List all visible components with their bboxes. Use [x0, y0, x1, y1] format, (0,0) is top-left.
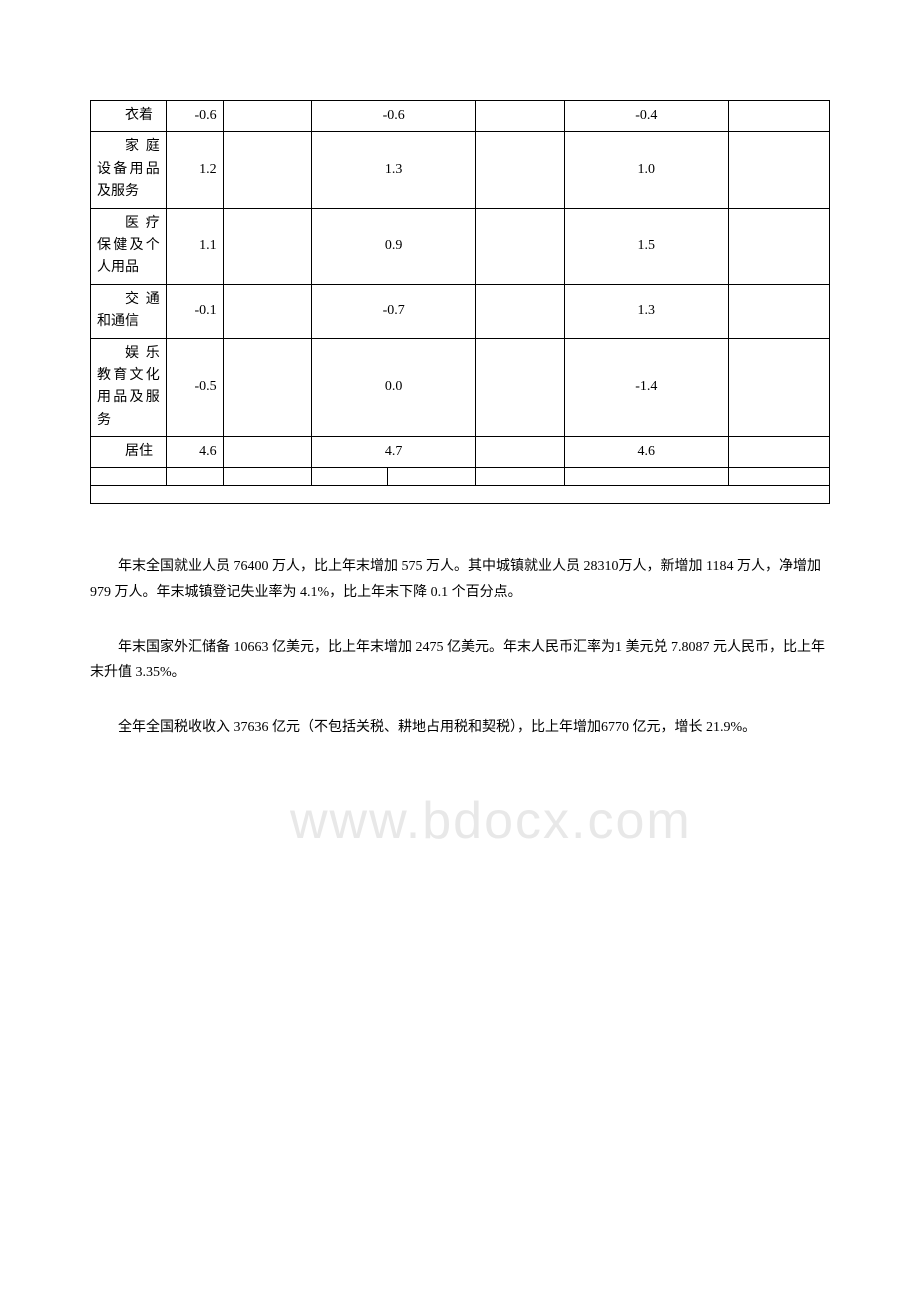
cell-empty [728, 468, 829, 486]
row-value-1: -0.1 [166, 284, 223, 338]
cell-spacer [728, 284, 829, 338]
row-value-2: 0.0 [312, 338, 476, 437]
table-empty-row [91, 486, 830, 504]
cell-spacer [728, 208, 829, 284]
row-label: 医疗保健及个人用品 [91, 208, 167, 284]
row-value-2: 1.3 [312, 132, 476, 208]
row-value-2: 0.9 [312, 208, 476, 284]
cell-spacer [728, 338, 829, 437]
row-label: 娱乐教育文化用品及服务 [91, 338, 167, 437]
row-value-1: 1.1 [166, 208, 223, 284]
cell-empty [166, 468, 223, 486]
cell-spacer [476, 437, 564, 468]
row-value-1: 1.2 [166, 132, 223, 208]
row-label: 家庭设备用品及服务 [91, 132, 167, 208]
cell-spacer [223, 101, 311, 132]
cell-spacer [728, 132, 829, 208]
table-row: 衣着 -0.6 -0.6 -0.4 [91, 101, 830, 132]
cell-spacer [223, 437, 311, 468]
cell-empty [387, 468, 475, 486]
paragraph-employment: 年末全国就业人员 76400 万人，比上年末增加 575 万人。其中城镇就业人员… [90, 554, 830, 604]
row-value-1: -0.6 [166, 101, 223, 132]
cell-spacer [223, 208, 311, 284]
cell-spacer [476, 338, 564, 437]
row-label: 衣着 [91, 101, 167, 132]
cell-empty [91, 486, 830, 504]
cell-empty [91, 468, 167, 486]
row-value-2: -0.6 [312, 101, 476, 132]
row-label: 交通和通信 [91, 284, 167, 338]
paragraph-forex: 年末国家外汇储备 10663 亿美元，比上年末增加 2475 亿美元。年末人民币… [90, 635, 830, 685]
cell-spacer [223, 284, 311, 338]
cell-spacer [223, 338, 311, 437]
paragraph-tax: 全年全国税收收入 37636 亿元（不包括关税、耕地占用税和契税），比上年增加6… [90, 715, 830, 740]
row-label: 居住 [91, 437, 167, 468]
row-value-2: 4.7 [312, 437, 476, 468]
cell-empty [476, 468, 564, 486]
table-row: 交通和通信 -0.1 -0.7 1.3 [91, 284, 830, 338]
row-value-3: -0.4 [564, 101, 728, 132]
cell-empty [312, 468, 388, 486]
table-row: 居住 4.6 4.7 4.6 [91, 437, 830, 468]
table-row: 娱乐教育文化用品及服务 -0.5 0.0 -1.4 [91, 338, 830, 437]
row-value-3: 4.6 [564, 437, 728, 468]
row-value-3: 1.5 [564, 208, 728, 284]
cell-spacer [476, 132, 564, 208]
table-row: 医疗保健及个人用品 1.1 0.9 1.5 [91, 208, 830, 284]
row-value-2: -0.7 [312, 284, 476, 338]
cpi-category-table: 衣着 -0.6 -0.6 -0.4 家庭设备用品及服务 1.2 1.3 1.0 … [90, 100, 830, 504]
watermark-text: www.bdocx.com [290, 780, 692, 863]
cell-spacer [728, 101, 829, 132]
table-empty-row [91, 468, 830, 486]
cell-empty [564, 468, 728, 486]
row-value-3: -1.4 [564, 338, 728, 437]
row-value-3: 1.3 [564, 284, 728, 338]
cell-spacer [476, 284, 564, 338]
table-row: 家庭设备用品及服务 1.2 1.3 1.0 [91, 132, 830, 208]
cell-spacer [728, 437, 829, 468]
cell-empty [223, 468, 311, 486]
row-value-3: 1.0 [564, 132, 728, 208]
cell-spacer [476, 101, 564, 132]
row-value-1: 4.6 [166, 437, 223, 468]
cell-spacer [223, 132, 311, 208]
cell-spacer [476, 208, 564, 284]
row-value-1: -0.5 [166, 338, 223, 437]
